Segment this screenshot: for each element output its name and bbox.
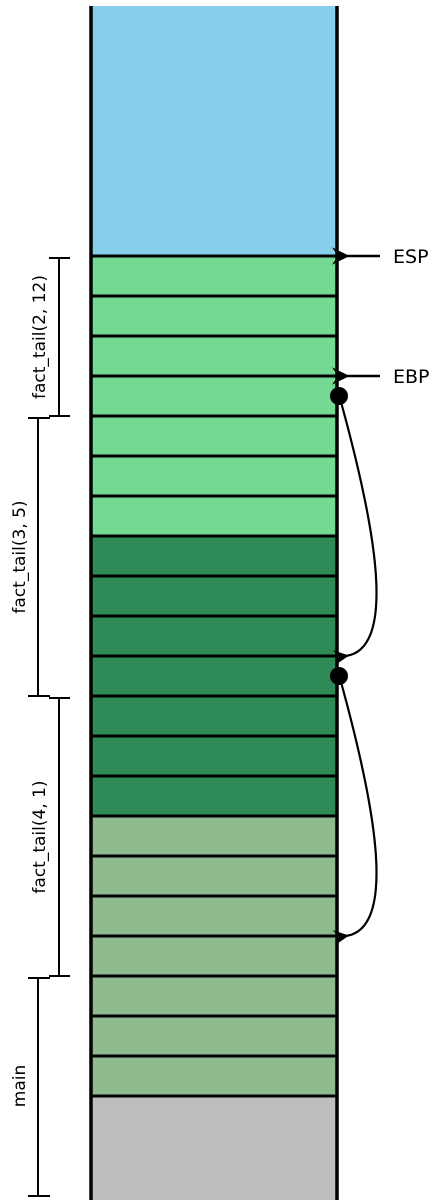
esp-label: ESP — [393, 246, 429, 268]
frame-label-fact-tail-3-5: fact_tail(3, 5) — [10, 500, 30, 613]
stack-slot — [89, 894, 339, 938]
frame-label-main: main — [10, 1065, 30, 1107]
stack-slot — [89, 254, 339, 298]
stack-slot — [89, 454, 339, 498]
stack-slot — [89, 694, 339, 738]
stack-slot — [89, 814, 339, 858]
frame-label-fact-tail-2-12: fact_tail(2, 12) — [30, 275, 50, 399]
stack-bottom-region — [91, 1096, 337, 1200]
stack-slot — [89, 974, 339, 1018]
stack-slot — [89, 734, 339, 778]
bracket-fact-tail-2-12 — [49, 257, 70, 417]
stack-slot — [89, 774, 339, 818]
saved-ebp-link-arrow — [332, 681, 378, 946]
frame-fact-tail-3-5 — [89, 534, 339, 818]
ebp-label: EBP — [393, 366, 430, 388]
stack-slot — [89, 934, 339, 978]
stack-slot — [89, 574, 339, 618]
unused-stack-region — [91, 6, 337, 256]
stack-slot — [89, 374, 339, 418]
saved-ebp-dot — [330, 387, 348, 405]
stack-slot — [89, 414, 339, 458]
frame-fact-tail-4-1 — [89, 814, 339, 1098]
stack-slot — [89, 614, 339, 658]
stack-slot — [89, 1014, 339, 1058]
stack-slot — [89, 334, 339, 378]
saved-ebp-link-arrow — [332, 401, 378, 666]
bracket-fact-tail-3-5 — [28, 417, 50, 697]
frame-label-fact-tail-4-1: fact_tail(4, 1) — [30, 780, 50, 893]
saved-ebp-dot — [330, 667, 348, 685]
stack-slot — [89, 1054, 339, 1098]
stack-slot — [89, 294, 339, 338]
frame-fact-tail-2-12 — [89, 254, 339, 538]
bracket-main — [28, 977, 50, 1197]
stack-slot — [89, 494, 339, 538]
stack-slot — [89, 854, 339, 898]
stack-slot — [89, 654, 339, 698]
bracket-fact-tail-4-1 — [49, 697, 70, 977]
stack-slot — [89, 534, 339, 578]
